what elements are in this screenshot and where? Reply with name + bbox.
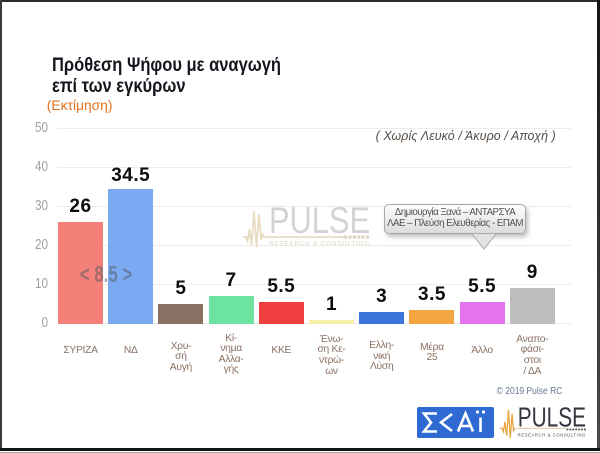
svg-text:RESEARCH & CONSULTING: RESEARCH & CONSULTING (269, 241, 370, 248)
svg-text:RESEARCH & CONSULTING: RESEARCH & CONSULTING (518, 433, 586, 438)
svg-text:PULSE: PULSE (269, 200, 370, 241)
svg-text:PULSE: PULSE (518, 405, 586, 433)
